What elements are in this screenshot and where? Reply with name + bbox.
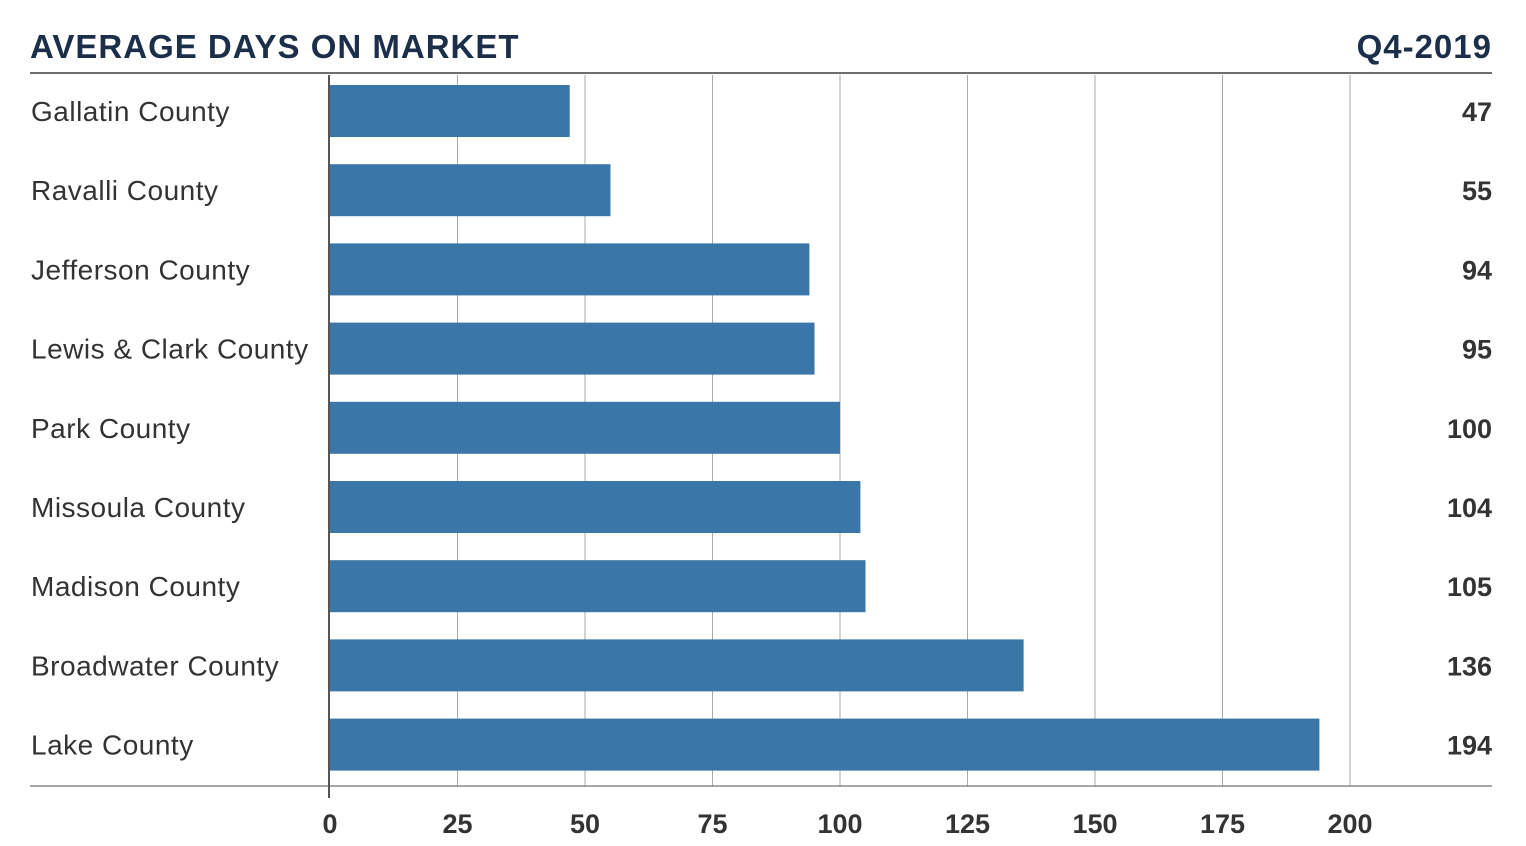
x-tick-label: 100 (817, 809, 862, 839)
category-label: Jefferson County (31, 254, 250, 285)
category-label: Missoula County (31, 492, 245, 523)
x-axis-ticks: 0 25 50 75 100 125 150 175 200 (322, 809, 1372, 839)
value-labels: 47 55 94 95 100 104 105 136 194 (1447, 97, 1492, 761)
chart-title: AVERAGE DAYS ON MARKET (30, 28, 520, 65)
x-tick-label: 50 (570, 809, 600, 839)
category-labels: Gallatin County Ravalli County Jefferson C… (31, 96, 309, 761)
value-label: 47 (1462, 97, 1492, 127)
bars (330, 85, 1320, 771)
chart-period: Q4-2019 (1356, 28, 1492, 65)
bar (330, 560, 866, 613)
bar (330, 322, 815, 375)
bar (330, 639, 1024, 692)
bar (330, 243, 810, 296)
value-label: 95 (1462, 335, 1492, 365)
x-tick-label: 150 (1072, 809, 1117, 839)
value-label: 194 (1447, 731, 1492, 761)
x-tick-label: 75 (697, 809, 727, 839)
value-label: 105 (1447, 572, 1492, 602)
category-label: Broadwater County (31, 650, 279, 681)
chart-header: AVERAGE DAYS ON MARKET Q4-2019 (30, 28, 1492, 72)
bar (330, 718, 1320, 771)
value-label: 100 (1447, 414, 1492, 444)
value-label: 55 (1462, 176, 1492, 206)
category-label: Park County (31, 413, 191, 444)
bar (330, 164, 611, 217)
category-label: Lewis & Clark County (31, 334, 309, 365)
bar (330, 85, 570, 137)
category-label: Madison County (31, 571, 240, 602)
category-label: Ravalli County (31, 175, 219, 206)
bar (330, 401, 840, 454)
x-tick-label: 125 (945, 809, 990, 839)
value-label: 94 (1462, 255, 1492, 285)
x-tick-label: 0 (322, 809, 337, 839)
category-label: Lake County (31, 730, 194, 761)
value-label: 136 (1447, 651, 1492, 681)
bar (330, 481, 861, 533)
axes (30, 72, 1492, 798)
value-label: 104 (1447, 493, 1492, 523)
x-tick-label: 200 (1327, 809, 1372, 839)
x-tick-label: 25 (442, 809, 472, 839)
category-label: Gallatin County (31, 96, 230, 127)
x-tick-label: 175 (1200, 809, 1245, 839)
